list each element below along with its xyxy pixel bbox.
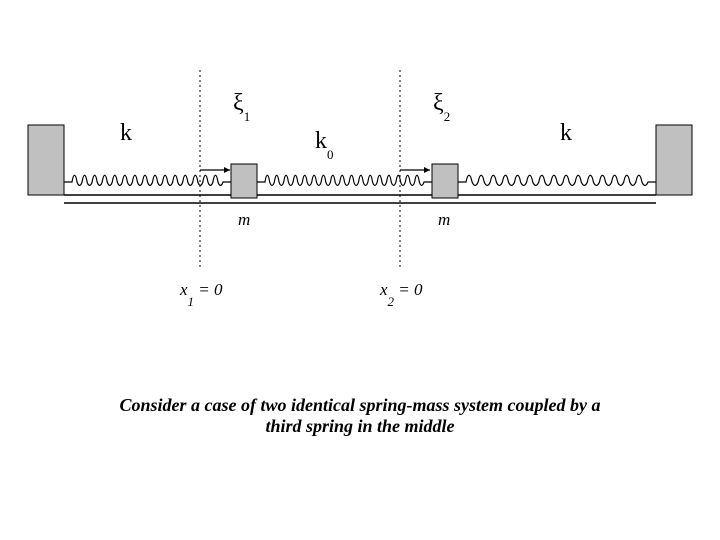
caption-line2: third spring in the middle xyxy=(265,416,454,436)
svg-text:x2 = 0: x2 = 0 xyxy=(379,280,423,309)
svg-text:ξ2: ξ2 xyxy=(433,90,450,124)
coupled-spring-diagram: ξ1 ξ2 k k k0 m m x1 = 0 x2 = 0 xyxy=(0,70,720,350)
svg-text:k: k xyxy=(120,120,132,146)
caption: Consider a case of two identical spring-… xyxy=(0,395,720,437)
svg-text:m: m xyxy=(438,210,450,229)
svg-text:ξ1: ξ1 xyxy=(233,90,250,124)
svg-text:k: k xyxy=(560,120,572,146)
caption-line1: Consider a case of two identical spring-… xyxy=(120,395,601,415)
svg-text:x1 = 0: x1 = 0 xyxy=(179,280,223,309)
svg-text:m: m xyxy=(238,210,250,229)
svg-text:k0: k0 xyxy=(315,128,334,162)
